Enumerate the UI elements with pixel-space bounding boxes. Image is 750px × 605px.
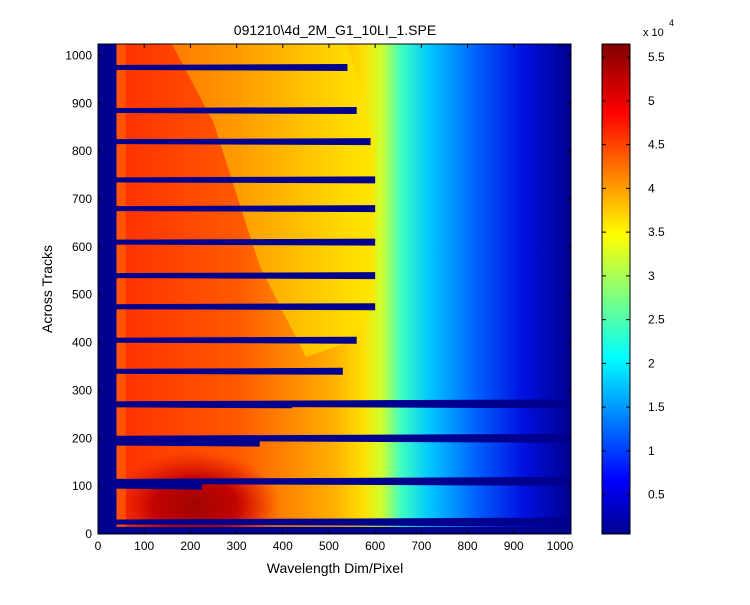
- y-tick-label: 300: [72, 383, 92, 397]
- x-tick-label: 200: [180, 539, 200, 553]
- gap-track-1: [116, 482, 202, 490]
- y-axis: 0 100 200 300 400 500 600 700 800 900 1000: [65, 48, 571, 541]
- heatmap-image: [98, 44, 571, 534]
- gap-track-8: [116, 336, 357, 344]
- colorbar-multiplier: x 10: [643, 27, 664, 39]
- x-tick-label: 800: [458, 539, 478, 553]
- gap-track-14: [116, 138, 371, 146]
- gap-track-4: [116, 433, 571, 443]
- gap-track-11: [116, 238, 376, 246]
- gap-track-10: [116, 272, 376, 280]
- y-tick-label: 0: [85, 527, 92, 541]
- gap-track-6: [116, 399, 571, 409]
- left-edge-band: [98, 44, 117, 534]
- gap-track-7: [116, 367, 343, 375]
- y-tick-label: 200: [72, 431, 92, 445]
- x-tick-label: 500: [319, 539, 339, 553]
- gap-track-2: [116, 476, 571, 486]
- colorbar-tick-label: 2.5: [648, 313, 665, 327]
- gap-track-3: [116, 439, 260, 447]
- y-tick-label: 400: [72, 336, 92, 350]
- colorbar-tick-label: 2: [648, 356, 655, 370]
- y-tick-label: 100: [72, 479, 92, 493]
- colorbar-tick-label: 5: [648, 94, 655, 108]
- colorbar-axis: 0.5 1 1.5 2 2.5 3 3.5 4 4.5 5 5.5: [602, 50, 665, 502]
- y-tick-label: 1000: [65, 48, 92, 62]
- x-tick-label: 900: [504, 539, 524, 553]
- plot-frame: [97, 43, 572, 535]
- gap-track-12: [116, 205, 376, 213]
- colorbar-tick-label: 1.5: [648, 400, 665, 414]
- y-tick-label: 600: [72, 240, 92, 254]
- y-tick-label: 500: [72, 288, 92, 302]
- colorbar-tick-label: 0.5: [648, 488, 665, 502]
- gap-track-9: [116, 303, 376, 311]
- colorbar-tick-label: 4.5: [648, 138, 665, 152]
- x-axis-label: Wavelength Dim/Pixel: [267, 560, 403, 576]
- left-edge-transition: [116, 44, 126, 534]
- x-tick-label: 300: [227, 539, 247, 553]
- gap-track-13: [116, 176, 376, 184]
- gap-track-16: [116, 63, 348, 71]
- colorbar-tick-label: 4: [648, 181, 655, 195]
- x-tick-label: 400: [273, 539, 293, 553]
- colorbar-tick-label: 3.5: [648, 225, 665, 239]
- colorbar-tick-label: 3: [648, 269, 655, 283]
- x-tick-label: 0: [95, 539, 102, 553]
- y-tick-label: 800: [72, 144, 92, 158]
- hot-region: [110, 450, 280, 534]
- colorbar-tick-label: 1: [648, 444, 655, 458]
- y-tick-label: 700: [72, 192, 92, 206]
- colorbar: [601, 43, 631, 535]
- chart-title: 091210\4d_2M_G1_10LI_1.SPE: [234, 22, 436, 38]
- x-tick-label: 1000: [547, 539, 574, 553]
- x-tick-label: 100: [134, 539, 154, 553]
- gap-track-15: [116, 107, 357, 115]
- x-axis: 0 100 200 300 400 500 600 700 800 900 1000: [95, 44, 574, 553]
- gap-track-0: [116, 517, 571, 527]
- x-tick-label: 700: [411, 539, 431, 553]
- colorbar-exponent: 4: [669, 18, 674, 28]
- colorbar-tick-label: 5.5: [648, 50, 665, 64]
- bottom-edge-band: [98, 526, 571, 534]
- y-axis-label: Across Tracks: [39, 245, 55, 333]
- x-tick-label: 600: [365, 539, 385, 553]
- y-tick-label: 900: [72, 96, 92, 110]
